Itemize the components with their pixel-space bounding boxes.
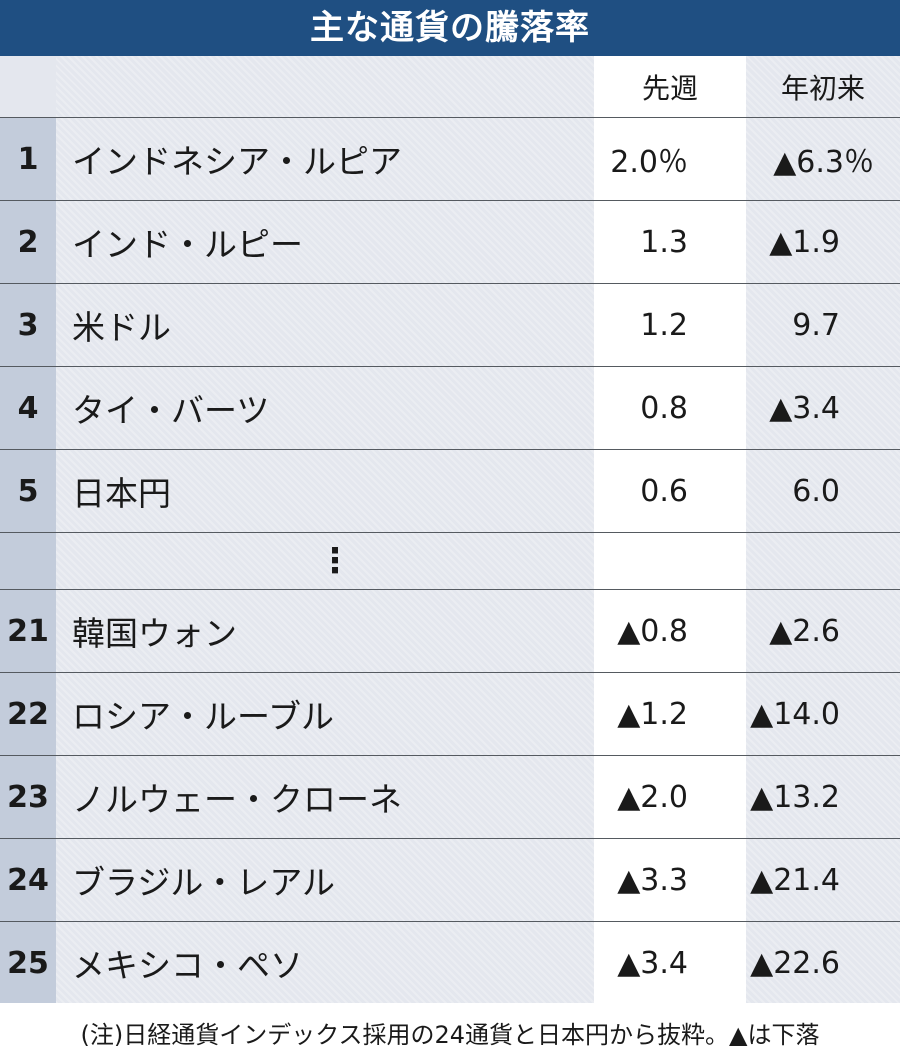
table-row: 3 米ドル 1.2 9.7 [0, 284, 900, 367]
currency-name: ロシア・ルーブル [72, 697, 335, 736]
ytd-column-header: 年初来 [780, 72, 865, 105]
vertical-ellipsis: ⋮ [318, 541, 352, 581]
table-row: 22 ロシア・ルーブル ▲1.2 ▲14.0 [0, 673, 900, 756]
table-row: 4 タイ・バーツ 0.8 ▲3.4 [0, 367, 900, 450]
week-change: ▲3.3 [594, 839, 746, 921]
ytd-change: ▲6.3％ [773, 145, 874, 180]
rank-cell: 24 [0, 839, 56, 921]
week-change: ▲0.8 [594, 590, 746, 672]
table-header: 先週 年初来 [0, 56, 900, 118]
table-row: 25 メキシコ・ペソ ▲3.4 ▲22.6 [0, 922, 900, 1005]
rank-cell: 25 [0, 922, 56, 1004]
table-row: 21 韓国ウォン ▲0.8 ▲2.6 [0, 590, 900, 673]
rank-cell: 23 [0, 756, 56, 838]
currency-name: ノルウェー・クローネ [72, 780, 402, 819]
rank-cell: 21 [0, 590, 56, 672]
table-row: 24 ブラジル・レアル ▲3.3 ▲21.4 [0, 839, 900, 922]
week-change: 0.8 [594, 367, 746, 449]
currency-table: 先週 年初来 1 インドネシア・ルピア 2.0％ ▲6.3％ 2 インド・ルピー… [0, 56, 900, 1005]
rank-cell: 22 [0, 673, 56, 755]
ytd-change: ▲21.4 [750, 862, 840, 898]
page-title: 主な通貨の騰落率 [0, 0, 900, 56]
week-change: ▲1.2 [594, 673, 746, 755]
week-change: 2.0％ [594, 118, 746, 200]
ytd-change: ▲3.4 [769, 390, 840, 426]
currency-name: 日本円 [72, 474, 171, 513]
currency-name: 韓国ウォン [72, 614, 237, 653]
ytd-change: ▲13.2 [750, 779, 840, 815]
table-row: 1 インドネシア・ルピア 2.0％ ▲6.3％ [0, 118, 900, 201]
ytd-change: ▲22.6 [750, 945, 840, 981]
currency-name: インドネシア・ルピア [72, 142, 402, 181]
currency-name: 米ドル [72, 308, 171, 347]
ytd-change: ▲14.0 [750, 696, 840, 732]
rank-header [0, 56, 56, 117]
rank-cell: 5 [0, 450, 56, 532]
rank-cell: 1 [0, 118, 56, 200]
ytd-change: ▲2.6 [769, 613, 840, 649]
ytd-change: 9.7 [792, 307, 840, 343]
week-change: 0.6 [594, 450, 746, 532]
rank-cell: 4 [0, 367, 56, 449]
week-change: 1.3 [594, 201, 746, 283]
currency-name: メキシコ・ペソ [72, 946, 303, 985]
currency-name: タイ・バーツ [72, 391, 270, 430]
table-row: 2 インド・ルピー 1.3 ▲1.9 [0, 201, 900, 284]
ytd-change [746, 533, 900, 589]
currency-name: インド・ルピー [72, 225, 303, 264]
ellipsis-row: ⋮ [0, 533, 900, 590]
week-change: 1.2 [594, 284, 746, 366]
name-header [72, 56, 592, 117]
rank-cell [0, 533, 56, 589]
table-row: 23 ノルウェー・クローネ ▲2.0 ▲13.2 [0, 756, 900, 839]
week-change [594, 533, 746, 589]
ytd-change: ▲1.9 [769, 224, 840, 260]
ytd-change: 6.0 [792, 473, 840, 509]
week-change: ▲3.4 [594, 922, 746, 1004]
week-column-header: 先週 [594, 56, 746, 117]
rank-cell: 2 [0, 201, 56, 283]
footnote: (注)日経通貨インデックス採用の24通貨と日本円から抜粋。▲は下落 [0, 1003, 900, 1061]
rank-cell: 3 [0, 284, 56, 366]
currency-name: ブラジル・レアル [72, 863, 336, 902]
table-row: 5 日本円 0.6 6.0 [0, 450, 900, 533]
week-change: ▲2.0 [594, 756, 746, 838]
